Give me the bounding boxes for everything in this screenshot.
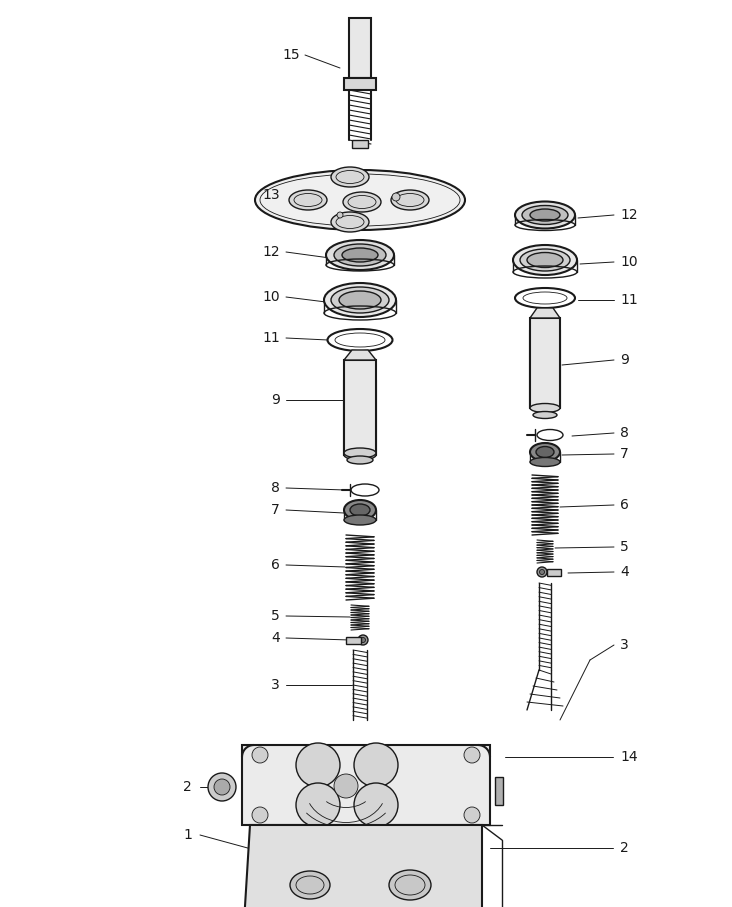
Text: 11: 11: [262, 331, 280, 345]
Text: 7: 7: [272, 503, 280, 517]
Ellipse shape: [513, 245, 577, 275]
Ellipse shape: [331, 287, 389, 313]
Bar: [495, 777, 503, 805]
Circle shape: [334, 774, 358, 798]
Text: 8: 8: [271, 481, 280, 495]
Circle shape: [360, 638, 365, 642]
Ellipse shape: [530, 404, 560, 413]
Ellipse shape: [334, 244, 386, 266]
Ellipse shape: [530, 209, 560, 221]
Bar: [352, 140, 368, 148]
Bar: [530, 318, 560, 408]
Text: 5: 5: [620, 540, 629, 554]
Ellipse shape: [515, 201, 575, 229]
Ellipse shape: [342, 248, 378, 262]
Polygon shape: [344, 350, 376, 360]
Ellipse shape: [533, 412, 557, 418]
Text: 2: 2: [620, 841, 629, 855]
Text: 9: 9: [620, 353, 629, 367]
Text: 12: 12: [262, 245, 280, 259]
Ellipse shape: [530, 443, 560, 461]
Ellipse shape: [344, 450, 376, 460]
Text: 12: 12: [620, 208, 638, 222]
Ellipse shape: [350, 504, 370, 516]
Polygon shape: [242, 825, 482, 907]
Ellipse shape: [344, 515, 376, 525]
Text: 3: 3: [620, 638, 629, 652]
Circle shape: [252, 807, 268, 823]
Circle shape: [337, 212, 343, 218]
Polygon shape: [242, 745, 490, 825]
Circle shape: [208, 773, 236, 801]
Ellipse shape: [331, 167, 369, 187]
Circle shape: [464, 747, 480, 763]
Text: 6: 6: [271, 558, 280, 572]
Circle shape: [296, 783, 340, 827]
Text: 4: 4: [272, 631, 280, 645]
Bar: [547, 569, 561, 576]
Ellipse shape: [255, 170, 465, 230]
Bar: [346, 637, 361, 644]
Ellipse shape: [339, 291, 381, 309]
Bar: [349, 18, 371, 78]
Text: 8: 8: [620, 426, 629, 440]
Text: 9: 9: [271, 393, 280, 407]
Circle shape: [252, 747, 268, 763]
Text: 15: 15: [283, 48, 300, 62]
Circle shape: [358, 635, 368, 645]
Circle shape: [539, 570, 545, 574]
Text: 2: 2: [183, 780, 192, 794]
Text: 13: 13: [262, 188, 280, 202]
Ellipse shape: [536, 446, 554, 457]
Ellipse shape: [324, 283, 396, 317]
Ellipse shape: [344, 500, 376, 520]
Circle shape: [354, 783, 398, 827]
Ellipse shape: [527, 252, 563, 268]
Text: 10: 10: [262, 290, 280, 304]
Ellipse shape: [391, 190, 429, 210]
Text: 1: 1: [183, 828, 192, 842]
Text: 4: 4: [620, 565, 629, 579]
Ellipse shape: [289, 190, 327, 210]
Ellipse shape: [326, 240, 394, 270]
Circle shape: [296, 743, 340, 787]
Ellipse shape: [389, 870, 431, 900]
Ellipse shape: [290, 871, 330, 899]
Text: 7: 7: [620, 447, 629, 461]
Text: 11: 11: [620, 293, 638, 307]
Circle shape: [464, 807, 480, 823]
Bar: [344, 78, 376, 90]
Ellipse shape: [331, 212, 369, 232]
Text: 5: 5: [272, 609, 280, 623]
Circle shape: [392, 193, 400, 201]
Ellipse shape: [530, 457, 560, 466]
Text: 14: 14: [620, 750, 638, 764]
Ellipse shape: [344, 448, 376, 458]
Circle shape: [537, 567, 547, 577]
Text: 10: 10: [620, 255, 638, 269]
Text: 6: 6: [620, 498, 629, 512]
Polygon shape: [530, 308, 560, 318]
Ellipse shape: [522, 206, 568, 225]
Bar: [344, 360, 376, 455]
Ellipse shape: [347, 456, 373, 464]
Text: 3: 3: [272, 678, 280, 692]
Ellipse shape: [343, 192, 381, 212]
Ellipse shape: [520, 249, 570, 271]
Circle shape: [354, 743, 398, 787]
Circle shape: [214, 779, 230, 795]
